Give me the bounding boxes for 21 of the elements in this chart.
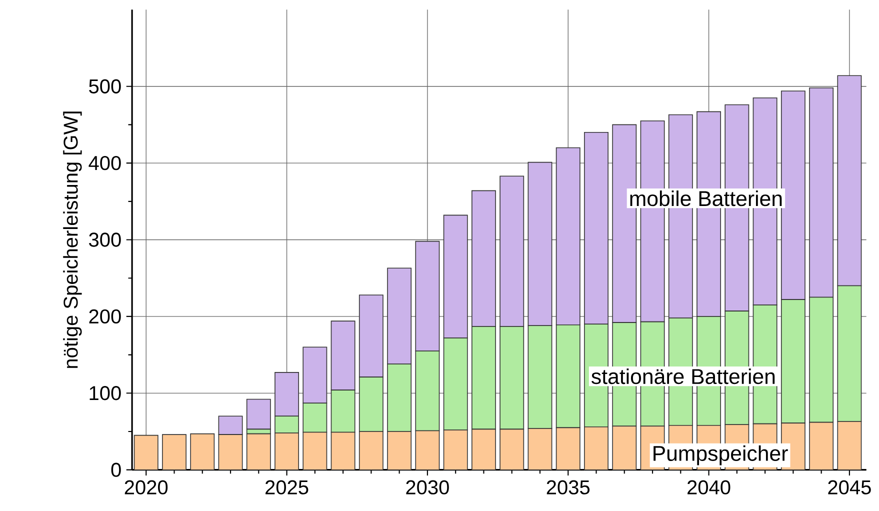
series-label: mobile Batterien [630, 190, 782, 206]
x-tick-label: 2030 [406, 480, 449, 494]
y-tick-label: 200 [89, 309, 121, 324]
y-tick-label: 400 [88, 156, 121, 170]
series-label: stationäre Batterien [592, 368, 775, 384]
x-tick-label: 2035 [546, 480, 590, 494]
bar [246, 433, 271, 470]
bar [134, 434, 158, 470]
y-axis-title: nötige Speicherleistung [GW] [63, 112, 82, 368]
y-tick-label: 500 [89, 79, 121, 94]
bar [246, 398, 271, 430]
x-tick-label: 2020 [124, 480, 168, 494]
y-tick-label: 100 [90, 386, 121, 400]
bar [162, 434, 186, 470]
x-tick-label: 2045 [828, 480, 871, 494]
series-label: Pumpspeicher [654, 445, 788, 466]
x-tick-label: 2040 [688, 480, 730, 494]
x-tick-label: 2025 [266, 480, 308, 494]
bar [190, 433, 215, 470]
y-tick-label: 300 [89, 232, 121, 247]
y-tick-label: 0 [111, 462, 121, 477]
